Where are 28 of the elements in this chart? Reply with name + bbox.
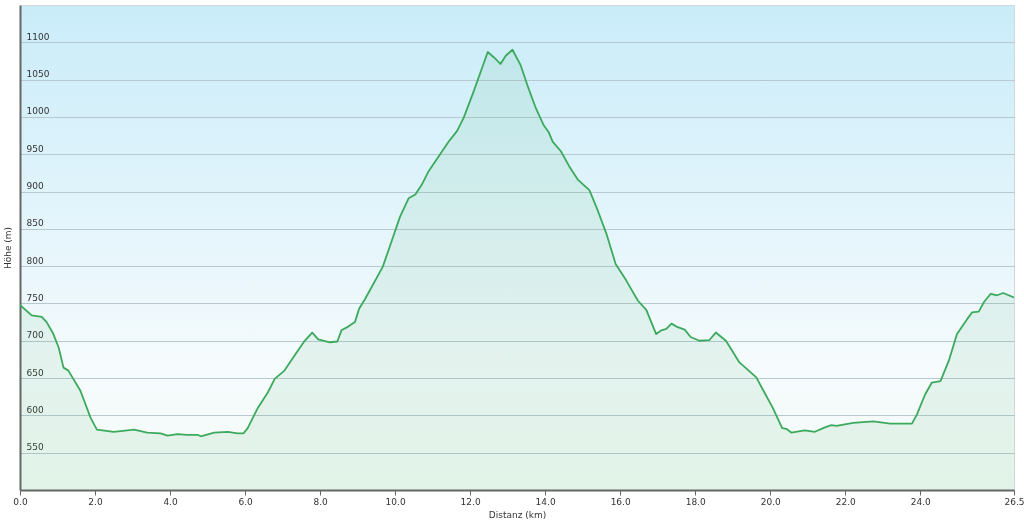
y-tick-label: 600 [26,404,44,415]
x-tick-label: 12.0 [460,496,481,507]
y-tick-label: 1000 [26,106,50,117]
y-tick-label: 650 [26,367,44,378]
y-tick-label: 1050 [26,69,50,80]
y-tick-label: 1100 [26,31,50,42]
x-axis-title: Distanz (km) [488,509,547,520]
x-tick-label: 16.0 [610,496,631,507]
x-tick-label: 24.0 [910,496,932,507]
x-tick-label: 20.0 [760,496,781,507]
y-tick-label: 750 [26,292,44,303]
x-tick-label: 14.0 [535,496,556,507]
y-tick-label: 800 [26,255,44,266]
x-tick-label: 22.0 [835,496,856,507]
x-tick-label: 2.0 [88,496,103,507]
x-tick-label: 18.0 [685,496,706,507]
y-axis-title: Höhe (m) [2,226,13,270]
x-tick-label: 8.0 [313,496,328,507]
x-tick-label: 4.0 [163,496,178,507]
x-tick-label: 26.5 [1004,496,1024,507]
y-tick-label: 950 [26,143,44,154]
y-tick-label: 700 [26,330,44,341]
y-tick-label: 550 [26,442,44,453]
x-tick-label: 6.0 [238,496,253,507]
y-tick-label: 900 [26,181,44,192]
x-tick-label: 0.0 [13,496,28,507]
y-tick-label: 850 [26,218,44,229]
x-tick-label: 10.0 [385,496,406,507]
